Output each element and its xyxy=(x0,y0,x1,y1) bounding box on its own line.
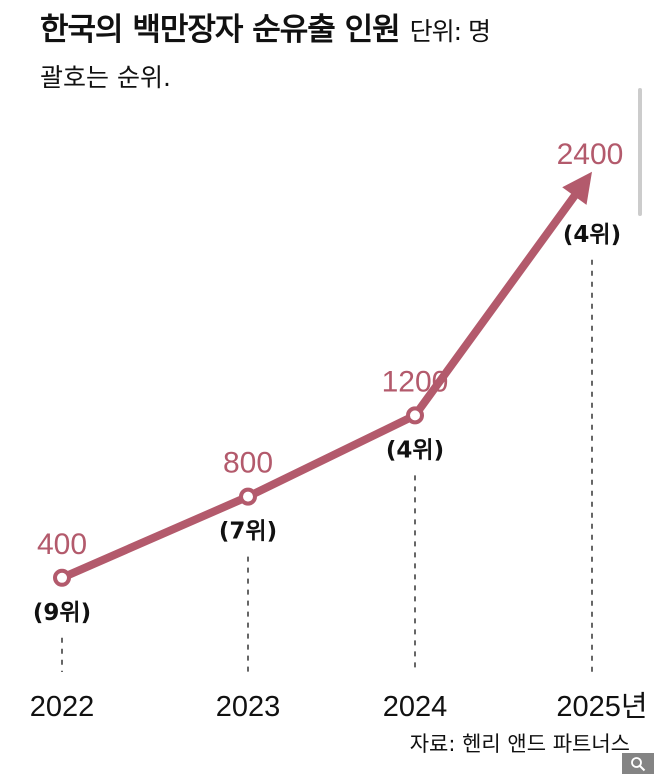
data-point xyxy=(406,406,424,425)
value-label: 800 xyxy=(223,447,273,480)
series-line xyxy=(58,185,584,582)
x-tick-label: 2023 xyxy=(216,691,281,723)
value-label: 400 xyxy=(37,528,87,561)
unit-label: 단위: 명 xyxy=(409,17,491,46)
rank-label: (4위) xyxy=(386,437,444,463)
data-point xyxy=(53,568,71,587)
magnifier-icon xyxy=(631,756,646,771)
zoom-button[interactable] xyxy=(622,753,654,774)
scrollbar[interactable] xyxy=(638,88,642,216)
x-tick-label: 2024 xyxy=(383,691,448,723)
rank-label: (7위) xyxy=(219,519,277,545)
value-label: 1200 xyxy=(382,365,449,398)
arrowhead-icon xyxy=(562,171,592,205)
data-point xyxy=(239,487,257,506)
title-text: 한국의 백만장자 순유출 인원 xyxy=(40,12,401,48)
source-note: 자료: 헨리 앤드 파트너스 xyxy=(409,732,630,756)
x-tick-label: 2025년 xyxy=(556,691,647,723)
chart-subtitle: 괄호는 순위. xyxy=(40,63,171,92)
x-tick-label: 2022 xyxy=(30,691,95,723)
rank-label: (9위) xyxy=(33,600,91,626)
chart-title: 한국의 백만장자 순유출 인원 단위: 명 xyxy=(40,4,491,49)
rank-label: (4위) xyxy=(563,222,621,248)
value-label: 2400 xyxy=(557,138,624,171)
